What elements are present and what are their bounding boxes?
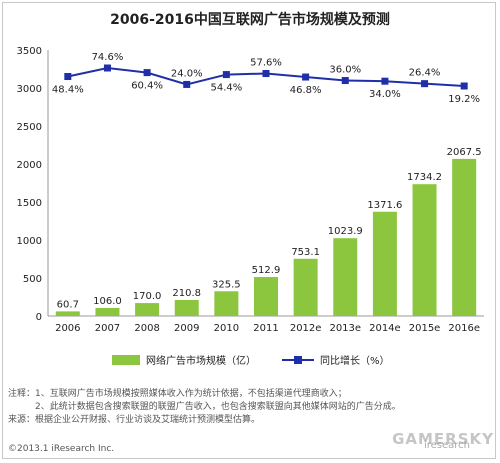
growth-point — [460, 82, 468, 90]
growth-point — [143, 69, 151, 77]
legend-bar-swatch — [112, 355, 140, 365]
iresearch-logo: iresearch — [423, 440, 470, 451]
chart-title: 2006-2016中国互联网广告市场规模及预测 — [110, 11, 390, 28]
growth-point — [341, 77, 349, 85]
bar-series — [55, 158, 477, 316]
chart-notes: 注释：1、互联网广告市场规模按照媒体收入作为统计依据，不包括渠道代理商收入； 2… — [8, 388, 492, 427]
watermark: GAMERSKY — [392, 430, 494, 448]
legend: 网络广告市场规模（亿） 同比增长（%） — [112, 354, 390, 367]
growth-point — [421, 80, 429, 88]
y-tick-label: 2000 — [17, 160, 42, 171]
bar — [293, 258, 318, 316]
growth-line-series — [64, 64, 468, 90]
bar — [174, 299, 199, 316]
growth-value-labels: 48.4% 74.6% 60.4% 24.0% 54.4% 57.6% 46.8% 36.0%… — [52, 52, 480, 105]
bar — [95, 307, 120, 316]
y-tick-label: 1500 — [17, 198, 42, 209]
bar-value-label: 210.8 — [172, 288, 201, 299]
growth-point — [103, 64, 111, 72]
note-line-1: 注释：1、互联网广告市场规模按照媒体收入作为统计依据，不包括渠道代理商收入； — [8, 389, 347, 399]
growth-point — [262, 70, 270, 78]
bar-value-label: 1371.6 — [367, 200, 402, 211]
y-tick-label: 2500 — [17, 122, 42, 133]
x-tick-label: 2012e — [290, 323, 322, 334]
legend-line-marker — [294, 356, 302, 364]
legend-bar-label: 网络广告市场规模（亿） — [146, 354, 256, 367]
growth-point — [302, 73, 310, 81]
y-tick-label: 3000 — [17, 84, 42, 95]
growth-value-label: 74.6% — [92, 52, 124, 63]
bar — [412, 184, 437, 316]
bar — [214, 291, 239, 316]
bar-value-label: 60.7 — [57, 299, 79, 310]
y-tick-labels: 0 500 1000 1500 2000 2500 3000 3500 — [17, 46, 42, 323]
bar-value-label: 753.1 — [291, 247, 320, 258]
bar-value-label: 106.0 — [93, 296, 122, 307]
note-line-2: 2、此统计数据包含搜索联盟的联盟广告收入，也包含搜索联盟向其他媒体网站的广告分成… — [8, 402, 401, 412]
bar-value-labels: 60.7 106.0 170.0 210.8 325.5 512.9 753.1 1023.9… — [57, 147, 482, 311]
y-tick-label: 0 — [36, 312, 42, 323]
x-tick-label: 2011 — [253, 323, 278, 334]
x-tick-labels: 2006 2007 2008 2009 2010 2011 2012e 2013e 2014e 2… — [55, 323, 480, 334]
bar — [372, 211, 397, 316]
growth-value-label: 48.4% — [52, 85, 84, 96]
growth-point — [381, 77, 389, 85]
x-tick-label: 2015e — [409, 323, 441, 334]
y-tick-label: 500 — [23, 274, 42, 285]
x-tick-label: 2014e — [369, 323, 401, 334]
bar — [55, 311, 80, 316]
growth-value-label: 19.2% — [448, 94, 480, 105]
x-tick-label: 2007 — [95, 323, 120, 334]
x-tick-label: 2006 — [55, 323, 80, 334]
growth-value-label: 26.4% — [409, 68, 441, 79]
bar-value-label: 1734.2 — [407, 172, 442, 183]
bar — [135, 303, 160, 316]
bar-value-label: 325.5 — [212, 279, 241, 290]
growth-value-label: 54.4% — [210, 83, 242, 94]
bar — [452, 158, 477, 316]
growth-point — [183, 80, 191, 88]
growth-point — [222, 71, 230, 79]
x-tick-label: 2016e — [448, 323, 480, 334]
x-tick-label: 2009 — [174, 323, 199, 334]
growth-value-label: 46.8% — [290, 85, 322, 96]
x-tick-label: 2010 — [214, 323, 239, 334]
bar-value-label: 2067.5 — [447, 147, 482, 158]
bar-value-label: 512.9 — [252, 265, 281, 276]
bar — [254, 277, 278, 316]
y-tick-label: 3500 — [17, 46, 42, 57]
bar-value-label: 170.0 — [133, 291, 162, 302]
growth-point — [64, 73, 72, 81]
legend-line-label: 同比增长（%） — [320, 354, 390, 367]
growth-value-label: 60.4% — [131, 81, 163, 92]
growth-value-label: 34.0% — [369, 89, 401, 100]
growth-value-label: 24.0% — [171, 68, 203, 79]
y-tick-label: 1000 — [17, 236, 42, 247]
x-tick-label: 2013e — [329, 323, 361, 334]
bar — [333, 238, 358, 316]
growth-value-label: 57.6% — [250, 58, 282, 69]
growth-value-label: 36.0% — [329, 65, 361, 76]
copyright: ©2013.1 iResearch Inc. — [8, 444, 115, 454]
source-line: 来源：根据企业公开财报、行业访谈及艾瑞统计预测模型估算。 — [8, 415, 261, 425]
x-tick-label: 2008 — [134, 323, 159, 334]
bar-value-label: 1023.9 — [328, 226, 363, 237]
